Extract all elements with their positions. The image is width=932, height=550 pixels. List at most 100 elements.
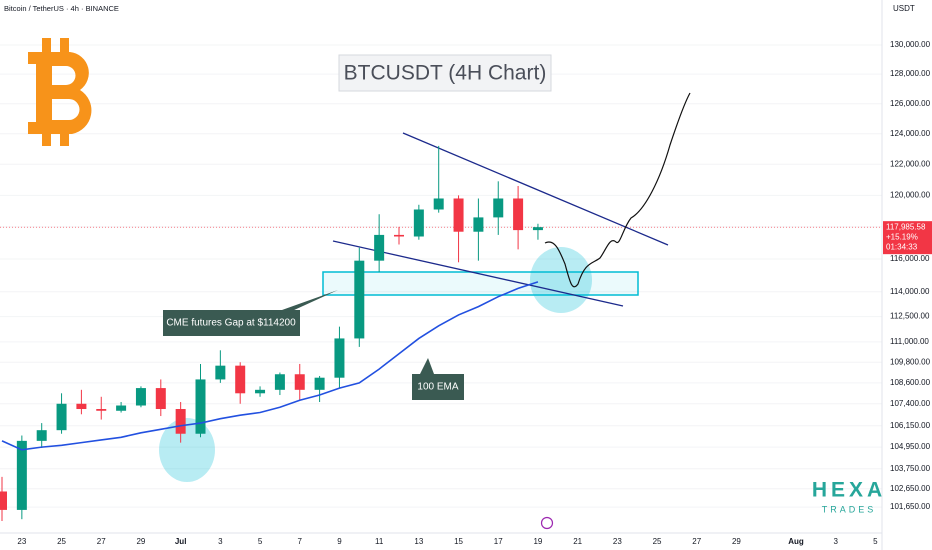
x-tick-label: 23	[613, 537, 622, 546]
title-box	[338, 54, 552, 92]
logo-bar	[42, 38, 51, 54]
candle-body	[0, 491, 7, 510]
candle-body	[374, 234, 385, 261]
candle-body	[314, 377, 325, 390]
x-tick-label: 7	[298, 537, 303, 546]
x-tick-label: Aug	[788, 537, 804, 546]
x-tick-label: 19	[533, 537, 542, 546]
y-tick-label: 114,000.00	[890, 287, 930, 296]
x-tick-label: 21	[573, 537, 582, 546]
y-tick-label: 124,000.00	[890, 129, 931, 138]
y-tick-label: 103,750.00	[890, 464, 931, 473]
candle-body	[195, 379, 206, 434]
grid-layer	[0, 44, 882, 508]
candle-body	[453, 198, 464, 232]
candle-body	[235, 365, 246, 394]
projection-path	[544, 92, 691, 288]
candle-body	[493, 198, 504, 218]
candle-body	[354, 260, 365, 339]
y-tick-label: 122,000.00	[890, 159, 931, 168]
x-tick-label: 5	[873, 537, 878, 546]
candle-body	[56, 403, 67, 431]
logo-bar	[60, 130, 69, 146]
candle-body	[334, 338, 345, 378]
x-tick-label: 3	[833, 537, 838, 546]
x-tick-label: 11	[375, 537, 384, 546]
logo-bar	[60, 38, 69, 54]
marks-layer	[0, 145, 543, 522]
price-tag-value: 117,985.58	[886, 222, 926, 231]
callout-text: CME futures Gap at $114200	[166, 318, 296, 329]
x-tick-label: Jul	[175, 537, 187, 546]
ema-callout-text: 100 EMA	[417, 382, 458, 393]
price-tag-change: +15.19%	[886, 232, 918, 241]
x-tick-label: 13	[414, 537, 423, 546]
x-tick-label: 29	[732, 537, 741, 546]
x-tick-label: 29	[136, 537, 145, 546]
y-tick-label: 107,400.00	[890, 399, 931, 408]
candle-body	[16, 440, 27, 510]
x-tick-label: 27	[692, 537, 701, 546]
bitcoin-logo	[28, 38, 92, 146]
x-tick-label: 17	[494, 537, 503, 546]
candle-body	[116, 405, 127, 411]
x-tick-label: 27	[97, 537, 106, 546]
header: Bitcoin / TetherUS · 4h · BINANCE	[4, 4, 119, 13]
callout-box	[163, 290, 338, 336]
candle-body	[433, 198, 444, 210]
price-tag	[883, 221, 932, 255]
gap-zone	[322, 271, 639, 296]
y-tick-label: 111,000.00	[890, 337, 929, 346]
candle-body	[255, 389, 266, 394]
chart-title: BTCUSDT (4H Chart)	[344, 62, 547, 85]
x-tick-label: 25	[57, 537, 66, 546]
event-icon	[540, 516, 554, 530]
ema-line	[1, 281, 539, 451]
x-tick-label: 3	[218, 537, 223, 546]
price-tag-countdown: 01:34:33	[886, 242, 918, 251]
candle-body	[294, 374, 305, 390]
candle-body	[413, 209, 424, 237]
y-tick-label: 101,650.00	[890, 502, 931, 511]
trend-line	[402, 132, 669, 246]
y-tick-label: 130,000.00	[890, 40, 931, 49]
brand-sub: TRADES	[822, 504, 877, 514]
x-tick-label: 25	[653, 537, 662, 546]
y-tick-label: 116,000.00	[890, 254, 930, 263]
candle-body	[394, 234, 404, 237]
y-tick-label: 108,600.00	[890, 378, 931, 387]
y-tick-label: 104,950.00	[890, 442, 931, 451]
candle-body	[76, 403, 87, 410]
candle-body	[36, 430, 47, 441]
x-tick-label: 9	[337, 537, 342, 546]
brand: HEXA	[812, 479, 886, 502]
candle-body	[96, 409, 107, 411]
y-tick-label: 106,150.00	[890, 421, 931, 430]
y-tick-label: 128,000.00	[890, 69, 931, 78]
candle-body	[513, 198, 524, 231]
y-tick-label: 126,000.00	[890, 99, 931, 108]
logo-bar	[42, 130, 51, 146]
x-tick-label: 23	[17, 537, 26, 546]
candle-body	[532, 227, 543, 231]
y-axis-label: USDT	[893, 4, 915, 13]
y-tick-label: 109,800.00	[890, 357, 931, 366]
candle-body	[155, 388, 166, 410]
axis-layer: 101,650.00 102,650.00 103,750.00 104,950.00…	[17, 40, 932, 546]
y-tick-label: 102,650.00	[890, 484, 931, 493]
candle-body	[135, 388, 146, 406]
y-tick-label: 112,500.00	[890, 312, 930, 321]
x-tick-label: 15	[454, 537, 463, 546]
ema-callout-box	[412, 358, 464, 400]
y-tick-label: 120,000.00	[890, 190, 931, 199]
logo-glyph	[28, 52, 92, 134]
candle-body	[175, 409, 186, 434]
candle-body	[473, 217, 484, 232]
candle-body	[274, 374, 285, 390]
x-tick-label: 5	[258, 537, 263, 546]
candle-body	[215, 365, 226, 380]
highlight-circle	[530, 247, 592, 313]
